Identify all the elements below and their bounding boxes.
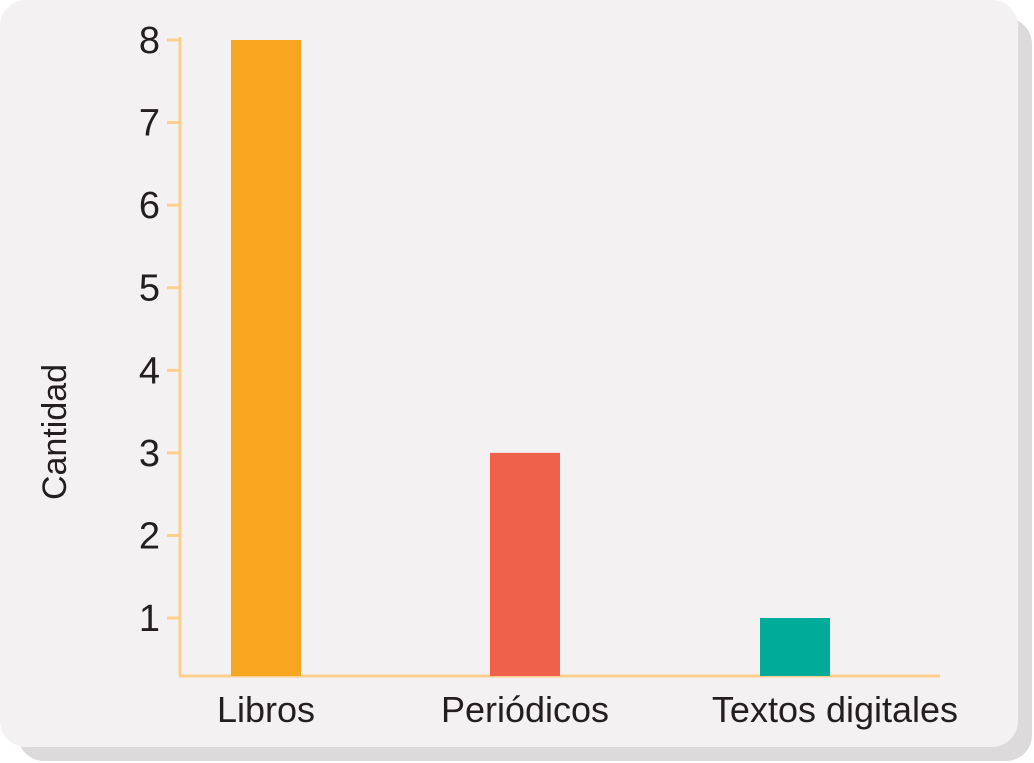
x-category-label: Libros xyxy=(217,689,315,730)
bars xyxy=(231,40,830,676)
bar-periódicos xyxy=(490,452,560,676)
y-tick-label: 1 xyxy=(139,598,160,640)
y-axis-title: Cantidad xyxy=(36,364,74,500)
y-tick-label: 8 xyxy=(139,20,160,62)
y-tick-label: 3 xyxy=(139,433,160,475)
y-tick-label: 2 xyxy=(139,515,160,557)
y-tick-label: 6 xyxy=(139,185,160,227)
x-labels: Libros Periódicos Textos digitales xyxy=(217,689,958,730)
x-category-label: Textos digitales xyxy=(712,689,958,730)
y-tick-label: 4 xyxy=(139,350,160,392)
y-tick-label: 5 xyxy=(139,268,160,310)
bar-libros xyxy=(231,40,301,676)
bar-textos-digitales xyxy=(760,618,830,676)
y-ticks: 1 2 3 4 5 6 7 8 xyxy=(139,20,180,640)
x-category-label: Periódicos xyxy=(441,689,609,730)
y-tick-label: 7 xyxy=(139,103,160,145)
